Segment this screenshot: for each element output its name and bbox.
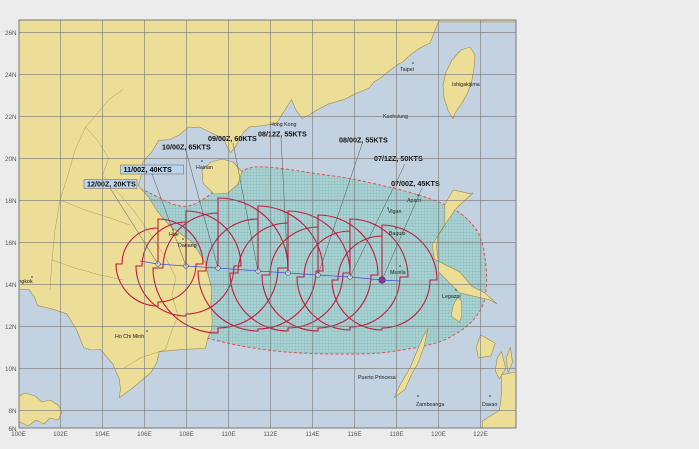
- svg-text:18N: 18N: [5, 198, 17, 205]
- svg-text:Zamboanga: Zamboanga: [416, 402, 444, 408]
- svg-text:100E: 100E: [11, 431, 26, 438]
- svg-text:104E: 104E: [95, 431, 110, 438]
- svg-text:122E: 122E: [473, 431, 488, 438]
- svg-text:Hue: Hue: [169, 232, 179, 238]
- svg-text:118E: 118E: [389, 431, 403, 438]
- svg-text:22N: 22N: [5, 114, 17, 121]
- svg-text:116E: 116E: [347, 431, 361, 438]
- svg-text:Legazpi: Legazpi: [442, 294, 461, 300]
- svg-text:114E: 114E: [305, 431, 319, 438]
- svg-text:106E: 106E: [137, 431, 152, 438]
- svg-text:Ho Chi Minh: Ho Chi Minh: [115, 334, 144, 340]
- svg-text:Kaohsiung: Kaohsiung: [383, 114, 408, 120]
- svg-text:Ishigakijima: Ishigakijima: [452, 82, 480, 88]
- svg-text:14N: 14N: [5, 282, 17, 289]
- svg-text:Aparri: Aparri: [407, 198, 421, 204]
- svg-text:10N: 10N: [5, 366, 17, 373]
- svg-text:8N: 8N: [8, 408, 17, 415]
- svg-text:Puerto Princesa: Puerto Princesa: [358, 375, 396, 381]
- svg-text:07/00Z, 45KTS: 07/00Z, 45KTS: [391, 179, 440, 188]
- svg-text:08/00Z, 55KTS: 08/00Z, 55KTS: [339, 136, 388, 145]
- svg-text:08/12Z, 55KTS: 08/12Z, 55KTS: [258, 130, 307, 139]
- svg-text:Manila: Manila: [390, 270, 406, 276]
- svg-text:112E: 112E: [263, 431, 277, 438]
- svg-text:120E: 120E: [431, 431, 446, 438]
- svg-text:12N: 12N: [5, 324, 17, 331]
- svg-text:Vigan: Vigan: [388, 209, 402, 215]
- svg-text:11/00Z, 40KTS: 11/00Z, 40KTS: [124, 165, 173, 174]
- svg-text:Baguio: Baguio: [389, 231, 406, 237]
- svg-text:Danang: Danang: [178, 243, 197, 249]
- svg-text:110E: 110E: [221, 431, 235, 438]
- svg-text:24N: 24N: [5, 72, 17, 79]
- svg-text:12/00Z, 20KTS: 12/00Z, 20KTS: [87, 180, 136, 189]
- svg-text:26N: 26N: [5, 30, 17, 37]
- svg-text:Davao: Davao: [482, 402, 497, 408]
- svg-text:102E: 102E: [53, 431, 68, 438]
- svg-text:16N: 16N: [5, 240, 17, 247]
- svg-text:09/00Z, 60KTS: 09/00Z, 60KTS: [208, 134, 257, 143]
- svg-text:Hong Kong: Hong Kong: [270, 122, 297, 128]
- svg-text:Taipei: Taipei: [400, 67, 414, 73]
- svg-text:Hainan: Hainan: [196, 165, 213, 171]
- svg-text:20N: 20N: [5, 156, 17, 163]
- svg-text:108E: 108E: [179, 431, 194, 438]
